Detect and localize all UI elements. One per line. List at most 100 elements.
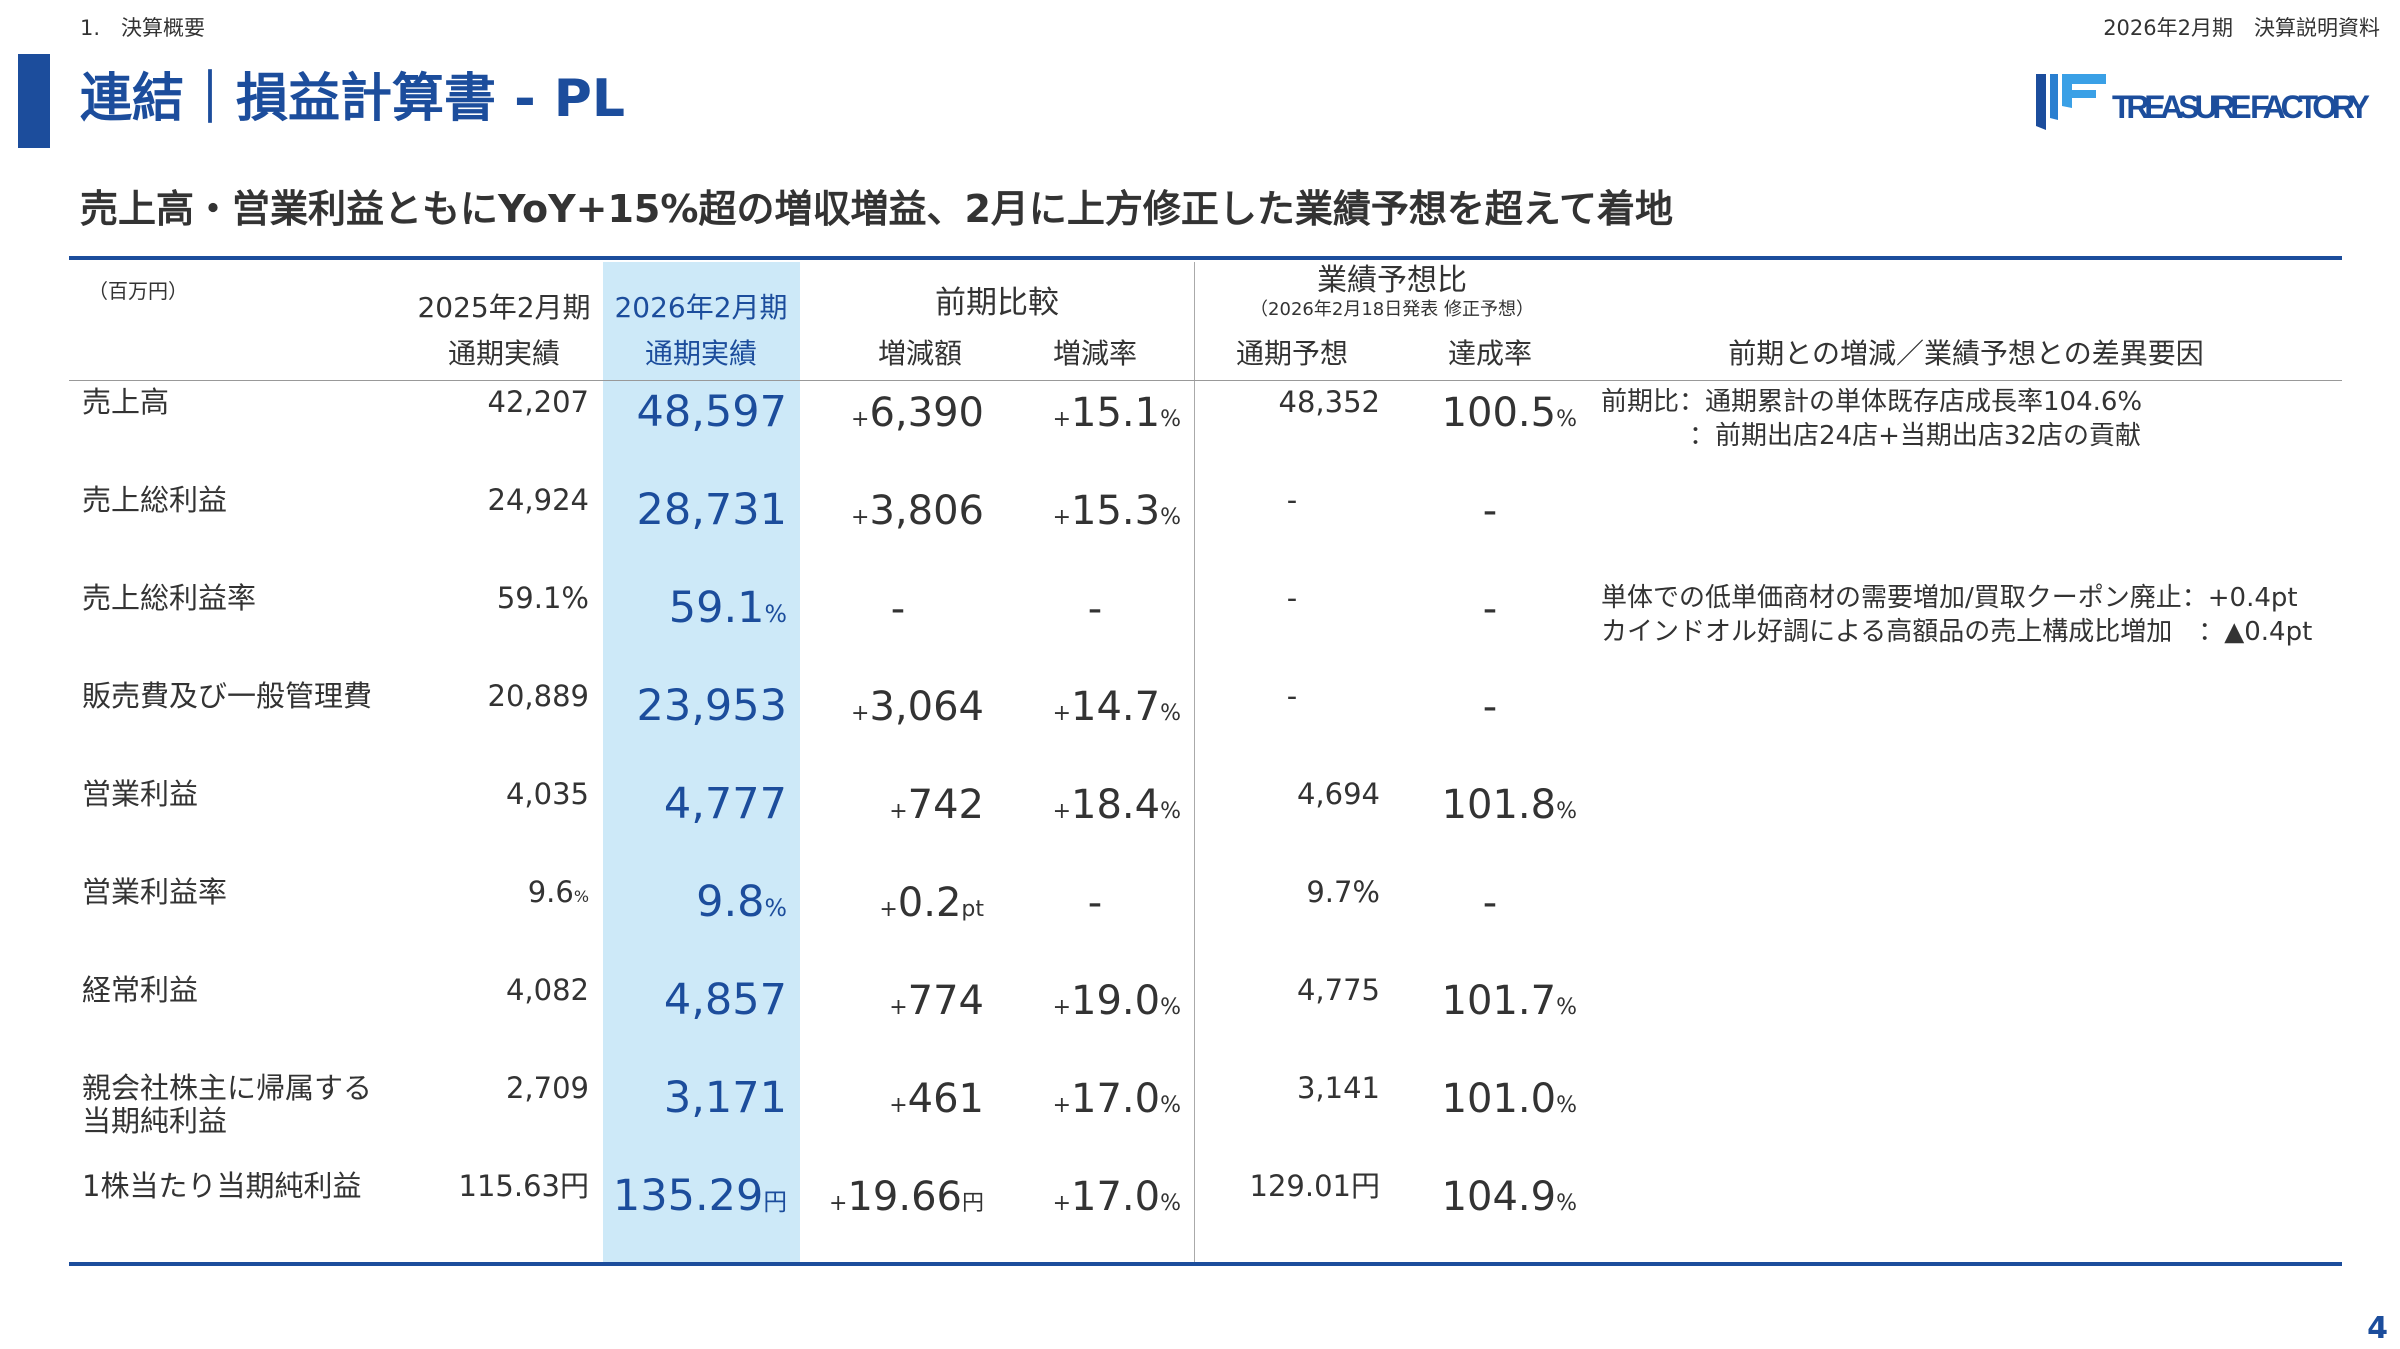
cell-prev: 4,035 xyxy=(505,777,589,811)
cell-ach: - xyxy=(1482,586,1498,632)
cell-num: 3,064 xyxy=(869,684,984,730)
cell-rate: - xyxy=(1087,586,1103,632)
subtitle: 売上高・営業利益ともにYoY+15%超の増収増益、2月に上方修正した業績予想を超… xyxy=(80,187,1673,231)
cell-diff: +0.2pt xyxy=(879,880,984,926)
cell-prev: 4,082 xyxy=(505,973,589,1007)
cell-num: 17.0 xyxy=(1071,1076,1161,1122)
column-header: 通期実績 xyxy=(644,337,758,370)
cell-num: 18.4 xyxy=(1071,782,1161,828)
cell-pre: + xyxy=(1052,407,1072,432)
cell-pre: + xyxy=(1052,1191,1072,1216)
top-rule xyxy=(69,256,2342,260)
cell-rate: +17.0% xyxy=(1053,1076,1181,1122)
cell-pre: + xyxy=(889,995,908,1020)
cell-cur: 4,857 xyxy=(663,975,787,1025)
cell-pre: + xyxy=(829,1191,848,1216)
cell-num: 135.29 xyxy=(612,1171,764,1221)
cell-pre: + xyxy=(889,1093,908,1118)
cell-suf: % xyxy=(1160,1093,1181,1118)
cell-cur: 4,777 xyxy=(663,779,787,829)
cell-pre: + xyxy=(1052,1093,1072,1118)
cell-suf: % xyxy=(764,894,787,922)
cell-pre: + xyxy=(889,799,908,824)
cell-suf: % xyxy=(1160,799,1181,824)
page-title: 連結｜損益計算書 - PL xyxy=(80,69,626,129)
cell-prev: 59.1% xyxy=(496,581,589,615)
cell-ach: 101.7% xyxy=(1442,978,1577,1024)
doc-label: 2026年2月期 決算説明資料 xyxy=(2103,16,2380,40)
cell-ach: - xyxy=(1482,880,1498,926)
cell-prev: 9.6% xyxy=(527,875,589,909)
divider xyxy=(1194,262,1195,1262)
cell-num: 742 xyxy=(907,782,984,828)
cell-diff: - xyxy=(890,586,906,632)
cell-fc: 4,694 xyxy=(1296,777,1380,811)
row-label: 販売費及び一般管理費 xyxy=(82,679,373,713)
cell-diff: +3,806 xyxy=(851,488,984,534)
title-bar xyxy=(18,54,50,148)
cell-num: 774 xyxy=(907,978,984,1024)
cell-prev: 2,709 xyxy=(505,1071,589,1105)
cell-num: 101.0 xyxy=(1441,1076,1557,1122)
cell-pre: + xyxy=(1052,701,1072,726)
cell-fc: 4,775 xyxy=(1296,973,1380,1007)
cell-diff: +742 xyxy=(889,782,984,828)
cell-pre: + xyxy=(1052,995,1072,1020)
cell-rate: - xyxy=(1087,880,1103,926)
cell-rate: +17.0% xyxy=(1053,1174,1181,1220)
column-header: （2026年2月18日発表 修正予想） xyxy=(1250,299,1534,320)
cell-rate: +18.4% xyxy=(1053,782,1181,828)
cell-ach: - xyxy=(1482,684,1498,730)
note-line: 前期比：通期累計の単体既存店成長率104.6% xyxy=(1601,387,2143,417)
cell-diff: +19.66円 xyxy=(829,1174,984,1220)
highlight-column xyxy=(603,262,800,1262)
cell-num: 19.66 xyxy=(847,1174,962,1220)
cell-cur: 48,597 xyxy=(636,387,787,437)
unit-label: （百万円） xyxy=(88,279,188,303)
cell-cur: 28,731 xyxy=(636,485,787,535)
cell-num: 15.3 xyxy=(1071,488,1161,534)
column-header: 前期比較 xyxy=(935,285,1059,321)
cell-suf: % xyxy=(1556,1093,1577,1118)
row-label: 売上総利益率 xyxy=(82,581,257,615)
row-label: 営業利益率 xyxy=(82,875,228,909)
cell-ach: 100.5% xyxy=(1442,390,1577,436)
cell-num: 9.6 xyxy=(527,875,574,909)
row-label: 売上高 xyxy=(82,385,170,419)
cell-suf: 円 xyxy=(961,1191,984,1216)
cell-cur: 59.1% xyxy=(669,583,787,633)
cell-suf: % xyxy=(1160,407,1181,432)
cell-ach: 101.0% xyxy=(1442,1076,1577,1122)
logo: TREASURE FACTORY xyxy=(2036,74,2370,130)
cell-num: 0.2 xyxy=(897,880,962,926)
cell-fc: - xyxy=(1286,483,1298,517)
cell-cur: 3,171 xyxy=(663,1073,787,1123)
cell-pre: + xyxy=(851,407,870,432)
cell-diff: +6,390 xyxy=(851,390,984,436)
cell-fc: - xyxy=(1286,679,1298,713)
cell-fc: 129.01円 xyxy=(1249,1169,1380,1203)
column-header: 2025年2月期 xyxy=(417,291,591,324)
cell-diff: +3,064 xyxy=(851,684,984,730)
cell-num: 15.1 xyxy=(1071,390,1161,436)
cell-num: 100.5 xyxy=(1441,390,1557,436)
cell-rate: +15.1% xyxy=(1053,390,1181,436)
cell-num: 9.8 xyxy=(696,877,765,927)
cell-prev: 42,207 xyxy=(487,385,589,419)
section-label: 1. 決算概要 xyxy=(80,16,206,40)
cell-suf: % xyxy=(1160,995,1181,1020)
cell-pre: + xyxy=(851,505,870,530)
cell-pre: + xyxy=(1052,799,1072,824)
column-header: 前期との増減／業績予想との差異要因 xyxy=(1728,337,2204,370)
cell-suf: % xyxy=(764,600,787,628)
row-label: 親会社株主に帰属する 当期純利益 xyxy=(82,1071,373,1139)
cell-suf: % xyxy=(1160,701,1181,726)
cell-suf: % xyxy=(573,887,589,906)
note-line: ：前期出店24店+当期出店32店の貢献 xyxy=(1689,421,2141,451)
cell-rate: +19.0% xyxy=(1053,978,1181,1024)
cell-num: 14.7 xyxy=(1071,684,1161,730)
cell-ach: 104.9% xyxy=(1442,1174,1577,1220)
column-header: 増減率 xyxy=(1052,337,1138,370)
row-label: 売上総利益 xyxy=(82,483,228,517)
cell-ach: - xyxy=(1482,488,1498,534)
